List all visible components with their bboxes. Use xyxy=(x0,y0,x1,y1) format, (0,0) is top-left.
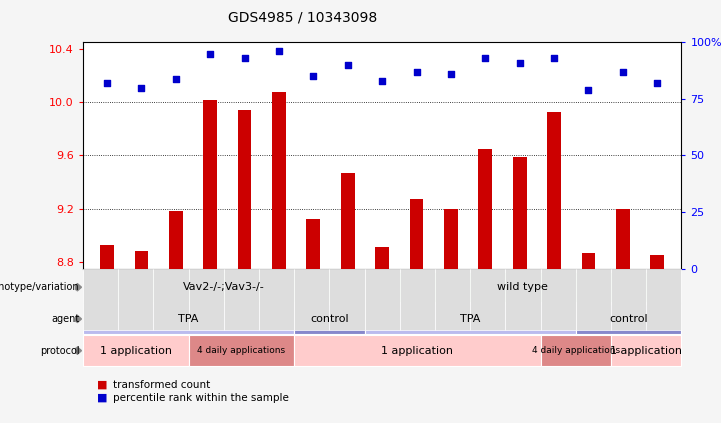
Bar xyxy=(616,209,629,269)
Text: 1 application: 1 application xyxy=(99,346,172,356)
Bar xyxy=(547,112,561,269)
Text: TPA: TPA xyxy=(460,314,480,324)
Point xyxy=(514,59,526,66)
Bar xyxy=(272,91,286,269)
Point xyxy=(652,80,663,86)
Text: 1 application: 1 application xyxy=(381,346,454,356)
Bar xyxy=(444,209,458,269)
Point xyxy=(170,75,182,82)
Text: protocol: protocol xyxy=(40,346,79,356)
Point xyxy=(308,73,319,80)
Point xyxy=(445,71,456,77)
Text: percentile rank within the sample: percentile rank within the sample xyxy=(113,393,289,403)
Bar xyxy=(513,157,526,269)
Text: TPA: TPA xyxy=(178,314,199,324)
Bar xyxy=(203,99,217,269)
Bar xyxy=(410,199,423,269)
Text: ■: ■ xyxy=(97,393,108,403)
Bar xyxy=(306,220,320,269)
Text: Vav2-/-;Vav3-/-: Vav2-/-;Vav3-/- xyxy=(183,282,265,292)
Point xyxy=(239,55,250,61)
Text: wild type: wild type xyxy=(497,282,549,292)
Point xyxy=(549,55,560,61)
Point xyxy=(101,80,112,86)
Point xyxy=(479,55,491,61)
Bar xyxy=(341,173,355,269)
Bar xyxy=(169,212,182,269)
Point xyxy=(273,48,285,55)
Point xyxy=(376,77,388,84)
Text: genotype/variation: genotype/variation xyxy=(0,282,79,292)
Bar xyxy=(135,251,149,269)
Text: control: control xyxy=(310,314,349,324)
Text: 4 daily applications: 4 daily applications xyxy=(531,346,620,355)
Bar xyxy=(100,244,114,269)
Text: 1 application: 1 application xyxy=(610,346,682,356)
Text: 4 daily applications: 4 daily applications xyxy=(198,346,286,355)
Text: agent: agent xyxy=(51,314,79,324)
Point xyxy=(583,86,594,93)
Point xyxy=(204,50,216,57)
Bar xyxy=(375,247,389,269)
Text: control: control xyxy=(609,314,648,324)
Text: GDS4985 / 10343098: GDS4985 / 10343098 xyxy=(228,11,378,25)
Point xyxy=(617,69,629,75)
Text: transformed count: transformed count xyxy=(113,380,211,390)
Bar xyxy=(582,253,596,269)
Bar xyxy=(650,255,664,269)
Bar xyxy=(479,149,492,269)
Bar xyxy=(238,110,252,269)
Point xyxy=(136,84,147,91)
Text: ■: ■ xyxy=(97,380,108,390)
Point xyxy=(411,69,423,75)
Point xyxy=(342,62,353,69)
